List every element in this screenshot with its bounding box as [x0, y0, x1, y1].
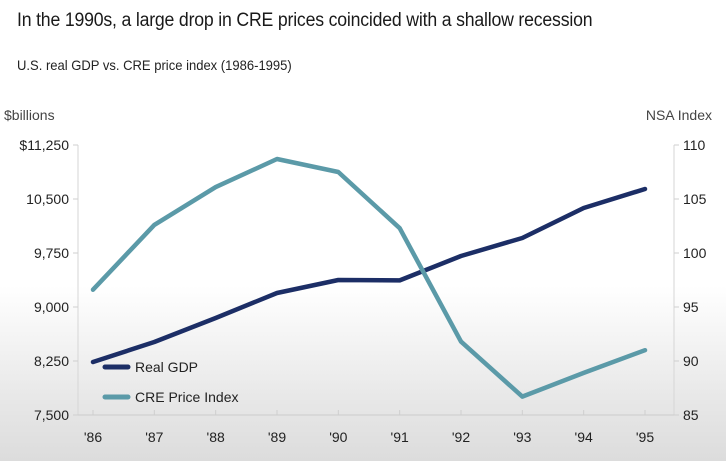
right-axis-tick-label: 100: [683, 245, 707, 261]
x-axis-tick-label: '88: [207, 429, 225, 445]
left-axis-title: $billions: [4, 107, 55, 123]
right-axis-tick-label: 85: [683, 407, 699, 423]
series-line-cre-price-index: [90, 156, 648, 399]
x-axis-tick-label: '93: [513, 429, 531, 445]
right-axis-tick-label: 95: [683, 299, 699, 315]
left-axis-tick-label: 7,500: [34, 407, 69, 423]
right-axis-title: NSA Index: [646, 107, 712, 123]
x-axis-tick-label: '86: [84, 429, 102, 445]
x-axis-tick-label: '92: [452, 429, 470, 445]
legend-label: Real GDP: [135, 359, 198, 375]
x-axis-tick-label: '94: [575, 429, 593, 445]
left-axis-tick-label: $11,250: [19, 137, 69, 153]
x-axis-tick-label: '87: [145, 429, 163, 445]
x-axis-tick-label: '89: [268, 429, 286, 445]
right-axis-tick-label: 105: [683, 191, 707, 207]
legend-label: CRE Price Index: [135, 389, 238, 405]
right-axis-tick-label: 90: [683, 353, 699, 369]
left-axis-tick-label: 9,000: [34, 299, 69, 315]
x-axis-tick-label: '95: [636, 429, 654, 445]
left-axis-tick-label: 10,500: [26, 191, 69, 207]
chart-subtitle: U.S. real GDP vs. CRE price index (1986-…: [17, 57, 292, 73]
right-axis-tick-label: 110: [683, 137, 706, 153]
chart-title: In the 1990s, a large drop in CRE prices…: [17, 10, 593, 31]
left-axis-tick-label: 8,250: [34, 353, 69, 369]
x-axis-tick-label: '91: [391, 429, 409, 445]
left-axis-tick-label: 9,750: [34, 245, 69, 261]
series-line-real-gdp: [90, 186, 648, 365]
x-axis-tick-label: '90: [329, 429, 347, 445]
